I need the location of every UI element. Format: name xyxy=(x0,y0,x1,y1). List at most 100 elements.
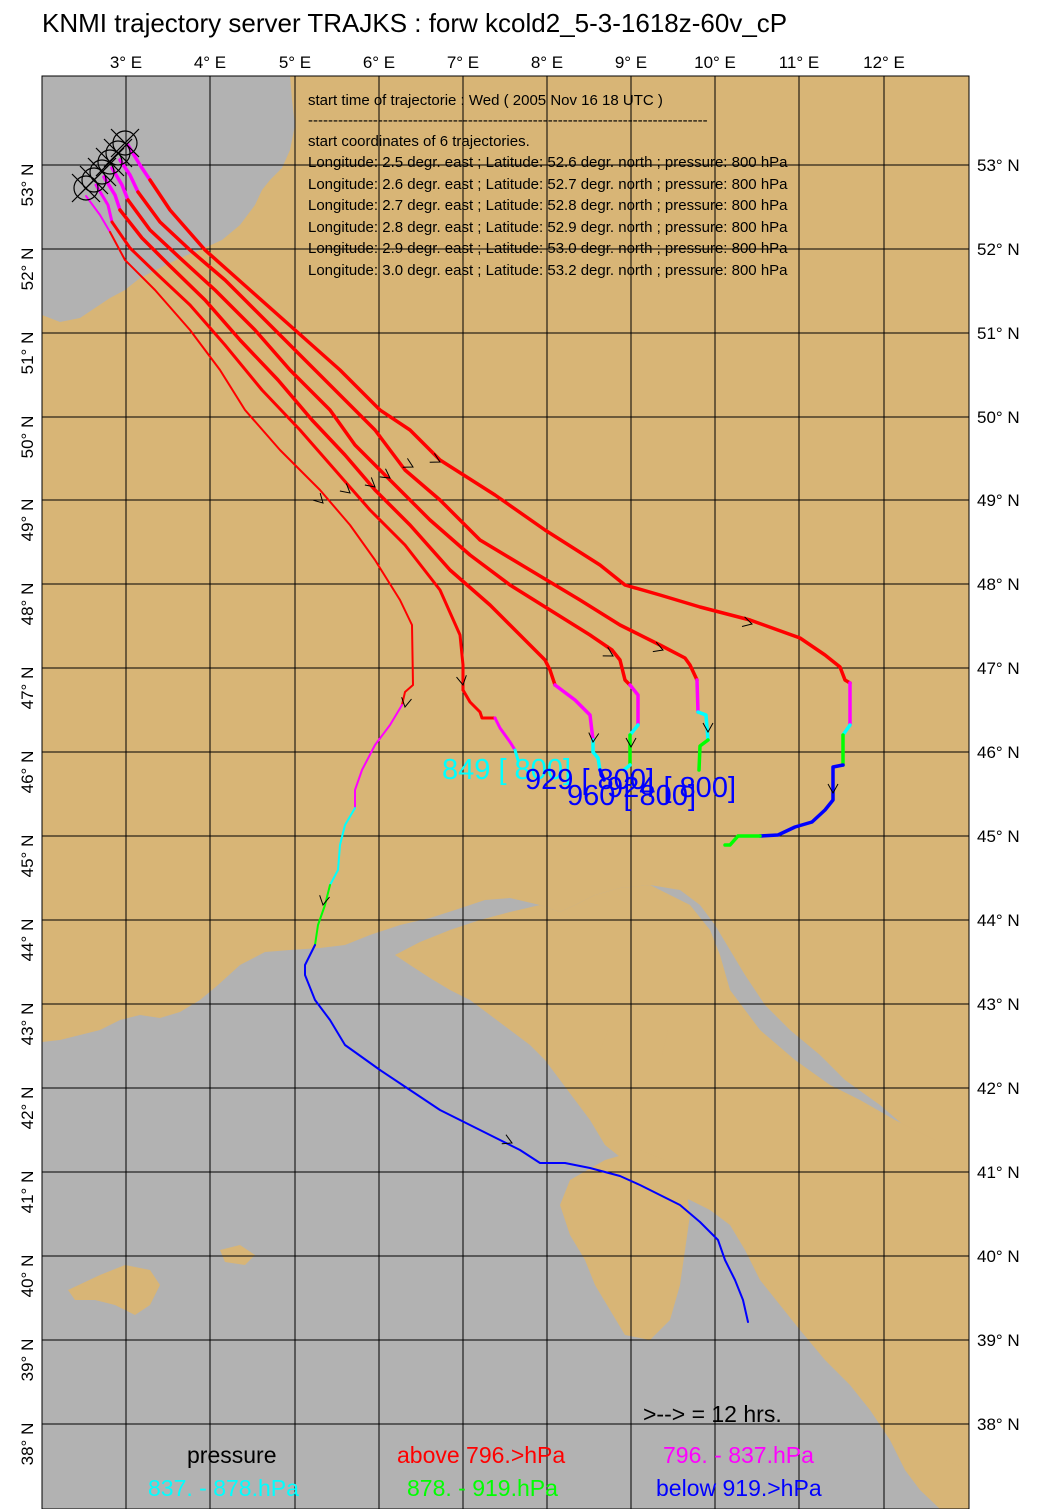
arrow-head-icon xyxy=(588,732,600,744)
lat-label: 38° N xyxy=(18,1423,37,1466)
trajectory-segment xyxy=(758,763,845,838)
lat-label: 42° N xyxy=(18,1087,37,1130)
legend-item: below 919.>hPa xyxy=(656,1475,822,1501)
trajectory-segment xyxy=(136,190,699,682)
trajectory-segment xyxy=(591,738,602,772)
lat-label: 49° N xyxy=(18,499,37,542)
lat-label: 42° N xyxy=(977,1079,1020,1098)
coord-line: Longitude: 2.9 degr. east ; Latitude: 53… xyxy=(308,240,788,257)
trajectories xyxy=(85,143,852,1323)
arrow-head-icon xyxy=(741,616,753,627)
lat-label: 50° N xyxy=(18,416,37,459)
lat-label: 48° N xyxy=(18,583,37,626)
arrow-head-icon xyxy=(401,697,412,709)
legend-item: 796. - 837.hPa xyxy=(663,1442,814,1468)
trajectory-segment xyxy=(126,143,152,182)
start-marker-icon xyxy=(71,173,101,203)
trajectory-segment xyxy=(126,198,632,687)
arrow-head-icon xyxy=(652,641,664,653)
lat-label: 40° N xyxy=(18,1255,37,1298)
trajectory-segment xyxy=(461,688,497,720)
lon-label: 3° E xyxy=(110,53,142,72)
trajectory-segment xyxy=(628,723,640,737)
coord-line: Longitude: 2.8 degr. east ; Latitude: 52… xyxy=(308,219,788,236)
lat-label: 38° N xyxy=(977,1415,1020,1434)
trajectory-segment xyxy=(314,884,331,946)
coord-line: Longitude: 2.6 degr. east ; Latitude: 52… xyxy=(308,176,788,193)
lon-label: 7° E xyxy=(447,53,479,72)
lat-label: 52° N xyxy=(977,240,1020,259)
trajectory-segment xyxy=(329,807,356,886)
lon-label: 6° E xyxy=(363,53,395,72)
start-markers xyxy=(71,128,140,203)
lat-label: 43° N xyxy=(977,995,1020,1014)
longitude-labels: 3° E 4° E 5° E 6° E 7° E 8° E 9° E 10° E 11° E 12… xyxy=(110,53,905,72)
trajectory-segment xyxy=(493,716,517,752)
trajectory-segment xyxy=(513,748,520,762)
lon-label: 8° E xyxy=(531,53,563,72)
lon-label: 11° E xyxy=(779,53,820,72)
land-sicily xyxy=(915,1410,969,1470)
arrow-head-icon xyxy=(625,737,637,749)
arrow-head-icon xyxy=(429,453,441,463)
land-corsica xyxy=(600,1000,668,1110)
basemap xyxy=(42,76,969,1509)
legend-title: pressure xyxy=(187,1442,276,1468)
trajectory-segment xyxy=(628,683,640,727)
time-marker-note: >--> = 12 hrs. xyxy=(643,1401,782,1427)
trajectory-segment xyxy=(118,208,557,687)
legend: pressure above 796.>hPa 796. - 837.hPa 8… xyxy=(148,1442,822,1501)
lat-label: 46° N xyxy=(977,743,1020,762)
arrow-head-icon xyxy=(364,477,376,488)
trajectory-segment xyxy=(697,738,710,772)
trajectory-segment xyxy=(109,231,414,706)
coord-line: Longitude: 2.7 degr. east ; Latitude: 52… xyxy=(308,197,788,214)
lat-label: 45° N xyxy=(18,835,37,878)
coord-line: Longitude: 3.0 degr. east ; Latitude: 53… xyxy=(308,262,788,279)
trajectory-segment xyxy=(85,195,111,233)
legend-item: 878. - 919.hPa xyxy=(407,1475,558,1501)
end-label: 849 [ 800] xyxy=(442,754,571,786)
lat-label: 46° N xyxy=(18,751,37,794)
arrow-head-icon xyxy=(402,458,414,468)
time-arrows xyxy=(312,453,839,1145)
trajectory-segment xyxy=(110,166,130,202)
info-separator: ----------------------------------------… xyxy=(308,112,708,129)
trajectory-segment xyxy=(94,183,114,224)
trajectory-segment xyxy=(723,834,762,847)
arrow-head-icon xyxy=(379,468,391,479)
lon-label: 12° E xyxy=(863,53,905,72)
lat-label: 40° N xyxy=(977,1247,1020,1266)
lat-label: 49° N xyxy=(977,491,1020,510)
lat-label: 41° N xyxy=(18,1171,37,1214)
lon-label: 10° E xyxy=(694,53,736,72)
arrow-head-icon xyxy=(339,483,351,494)
latitude-labels-right: 53° N 52° N 51° N 50° N 49° N 48° N 47° N 46° N… xyxy=(977,156,1020,1434)
lat-label: 44° N xyxy=(977,911,1020,930)
land-sardinia xyxy=(560,1150,690,1340)
lat-label: 47° N xyxy=(977,659,1020,678)
page-title: KNMI trajectory server TRAJKS : forw kco… xyxy=(42,8,788,38)
trajectory-segment xyxy=(841,723,852,737)
trajectory-segment xyxy=(304,944,749,1323)
arrow-head-icon xyxy=(827,783,839,795)
arrow-head-icon xyxy=(312,492,324,504)
start-time-text: start time of trajectorie : Wed ( 2005 N… xyxy=(308,92,663,109)
lat-label: 53° N xyxy=(977,156,1020,175)
legend-item: 837. - 878.hPa xyxy=(148,1475,299,1501)
lat-label: 48° N xyxy=(977,575,1020,594)
legend-item: above 796.>hPa xyxy=(397,1442,565,1468)
lat-label: 51° N xyxy=(18,332,37,375)
lat-label: 45° N xyxy=(977,827,1020,846)
info-block: start time of trajectorie : Wed ( 2005 N… xyxy=(308,92,788,279)
lon-label: 9° E xyxy=(615,53,647,72)
land-balearic-island xyxy=(68,1265,160,1315)
land-europe xyxy=(42,76,969,1160)
lat-label: 47° N xyxy=(18,667,37,710)
lon-label: 5° E xyxy=(279,53,311,72)
arrow-head-icon xyxy=(501,1134,513,1145)
arrow-head-icon xyxy=(319,895,330,907)
lat-label: 44° N xyxy=(18,919,37,962)
lat-label: 43° N xyxy=(18,1003,37,1046)
